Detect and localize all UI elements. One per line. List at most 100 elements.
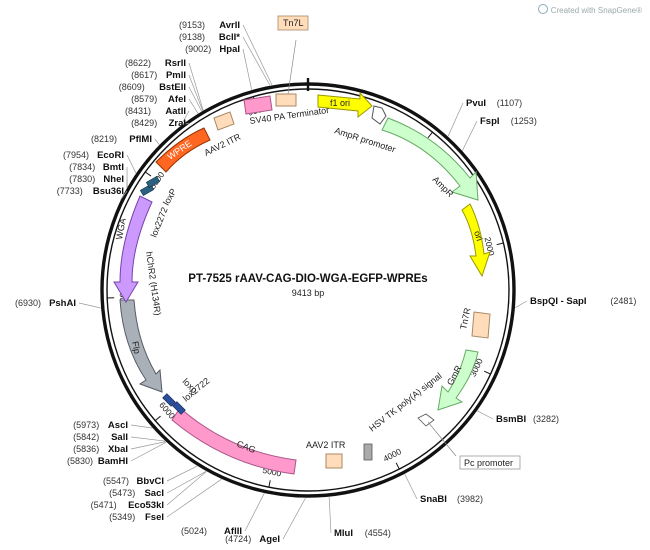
label-pc-promoter: Pc promoter bbox=[464, 458, 513, 468]
site-name: AflII bbox=[224, 526, 242, 537]
site-position: (5349) bbox=[109, 512, 135, 522]
label-wga: WGA bbox=[114, 217, 128, 240]
restriction-site[interactable]: (8617) PmlI bbox=[131, 70, 186, 81]
site-leader-line bbox=[328, 496, 332, 534]
site-position: (5836) bbox=[73, 444, 99, 454]
restriction-site[interactable]: (7834) BmtI bbox=[69, 162, 124, 173]
site-position: (4724) bbox=[225, 534, 251, 544]
site-position: (3982) bbox=[457, 494, 483, 504]
feature-gmr[interactable] bbox=[437, 349, 479, 411]
restriction-site[interactable]: (5547) BbvCI bbox=[103, 476, 164, 487]
tick-mark bbox=[154, 415, 161, 421]
restriction-site[interactable]: (8609) BstEII bbox=[119, 82, 186, 93]
site-name: SnaBI bbox=[420, 494, 447, 505]
restriction-site[interactable]: (4554) MluI bbox=[334, 528, 391, 539]
site-leader-line bbox=[404, 473, 418, 500]
site-position: (9138) bbox=[179, 32, 205, 42]
feature-lox2722[interactable] bbox=[172, 401, 186, 415]
label-hsv-tk-polya: HSV TK poly(A) signal bbox=[367, 371, 444, 434]
restriction-site[interactable]: (8219) PflMI bbox=[91, 134, 152, 145]
restriction-site[interactable]: (5830) BamHI bbox=[67, 456, 128, 467]
site-position: (2481) bbox=[610, 296, 636, 306]
restriction-site[interactable]: (1107) PvuI bbox=[466, 98, 522, 109]
site-name: HpaI bbox=[219, 44, 240, 55]
restriction-site[interactable]: (3282) BsmBI bbox=[496, 414, 559, 425]
site-position: (6930) bbox=[15, 298, 41, 308]
feature-sv40-pa[interactable] bbox=[243, 95, 273, 115]
restriction-site[interactable]: (9138) BclI* bbox=[179, 32, 240, 43]
site-leader-line bbox=[154, 138, 160, 145]
site-leader-line bbox=[188, 86, 202, 112]
site-position: (8609) bbox=[119, 82, 145, 92]
site-leader-line bbox=[477, 410, 494, 420]
label-aav2-itr-bottom: AAV2 ITR bbox=[306, 440, 346, 450]
feature-aav2-itr-top[interactable] bbox=[213, 111, 235, 131]
site-leader-line bbox=[130, 441, 167, 462]
site-name: AscI bbox=[108, 420, 128, 431]
feature-tn7l[interactable] bbox=[275, 93, 297, 107]
site-position: (7733) bbox=[57, 186, 83, 196]
site-leader-line bbox=[242, 36, 271, 86]
feature-cag[interactable] bbox=[171, 407, 297, 475]
restriction-site[interactable]: (5024) AflII bbox=[181, 526, 242, 537]
tick-mark bbox=[496, 242, 504, 246]
site-leader-line bbox=[462, 120, 478, 151]
label-tn7l: Tn7L bbox=[283, 18, 304, 28]
site-position: (5473) bbox=[109, 488, 135, 498]
site-position: (8622) bbox=[125, 58, 151, 68]
restriction-site[interactable]: (8431) AatII bbox=[125, 106, 186, 117]
feature-pc-promoter[interactable] bbox=[417, 413, 435, 427]
plasmid-length: 9413 bp bbox=[292, 288, 325, 298]
restriction-site[interactable]: (7733) Bsu36I bbox=[57, 186, 124, 197]
restriction-site[interactable]: (4724) AgeI bbox=[225, 534, 280, 545]
site-leader-line bbox=[282, 497, 306, 540]
restriction-site[interactable]: (5473) SacI bbox=[109, 488, 164, 499]
site-name: PvuI bbox=[466, 98, 486, 109]
restriction-site[interactable]: (2481) BspQI - SapI bbox=[530, 296, 636, 307]
site-position: (5842) bbox=[73, 432, 99, 442]
feature-ampr[interactable] bbox=[381, 117, 479, 201]
site-position: (5024) bbox=[181, 526, 207, 536]
restriction-site[interactable]: (8579) AfeI bbox=[131, 94, 186, 105]
label-ori: ori bbox=[472, 230, 485, 243]
feature-aav2-itr-bottom[interactable] bbox=[325, 453, 343, 469]
feature-loxp[interactable] bbox=[145, 175, 161, 189]
site-name: BstEII bbox=[159, 82, 186, 93]
site-name: BsmBI bbox=[496, 414, 526, 425]
restriction-site[interactable]: (8429) ZraI bbox=[131, 118, 186, 129]
restriction-site[interactable]: (7954) EcoRI bbox=[63, 150, 124, 161]
restriction-site[interactable]: (5471) Eco53kI bbox=[91, 500, 164, 511]
restriction-site[interactable]: (5836) XbaI bbox=[73, 444, 128, 455]
feature-ampr-promoter[interactable] bbox=[371, 105, 387, 125]
attribution-text: Created with SnapGene® bbox=[550, 6, 642, 15]
restriction-site[interactable]: (5973) AscI bbox=[73, 420, 128, 431]
site-leader-line bbox=[78, 302, 101, 309]
site-name: NheI bbox=[103, 174, 124, 185]
restriction-site[interactable]: (3982) SnaBI bbox=[420, 494, 483, 505]
site-name: MluI bbox=[334, 528, 353, 539]
restriction-site[interactable]: (7830) NheI bbox=[69, 174, 124, 185]
label-hchr2: hChR2 (H134R) bbox=[144, 251, 163, 316]
restriction-site[interactable]: (1253) FspI bbox=[480, 116, 537, 127]
site-position: (4554) bbox=[365, 528, 391, 538]
feature-loxp-bottom[interactable] bbox=[162, 393, 176, 407]
feature-tn7r[interactable] bbox=[471, 311, 491, 339]
site-position: (8429) bbox=[131, 118, 157, 128]
restriction-site[interactable]: (9002) HpaI bbox=[185, 44, 240, 55]
site-name: PmlI bbox=[166, 70, 186, 81]
feature-flp[interactable] bbox=[119, 299, 163, 393]
feature-hsv-tk-polya[interactable] bbox=[363, 443, 373, 461]
restriction-site[interactable]: (5842) SalI bbox=[73, 432, 128, 443]
feature-wga[interactable] bbox=[113, 195, 153, 303]
restriction-site[interactable]: (9153) AvrII bbox=[179, 20, 240, 31]
site-position: (3282) bbox=[533, 414, 559, 424]
site-leader-line bbox=[166, 471, 207, 494]
feature-wpre[interactable] bbox=[155, 127, 211, 173]
restriction-site[interactable]: (6930) PshAI bbox=[15, 298, 76, 309]
label-tn7r: Tn7R bbox=[458, 306, 472, 330]
feature-ori[interactable] bbox=[461, 203, 491, 278]
restriction-site[interactable]: (5349) FseI bbox=[109, 512, 164, 523]
restriction-site[interactable]: (8622) RsrII bbox=[125, 58, 186, 69]
feature-f1-ori[interactable] bbox=[317, 91, 373, 119]
